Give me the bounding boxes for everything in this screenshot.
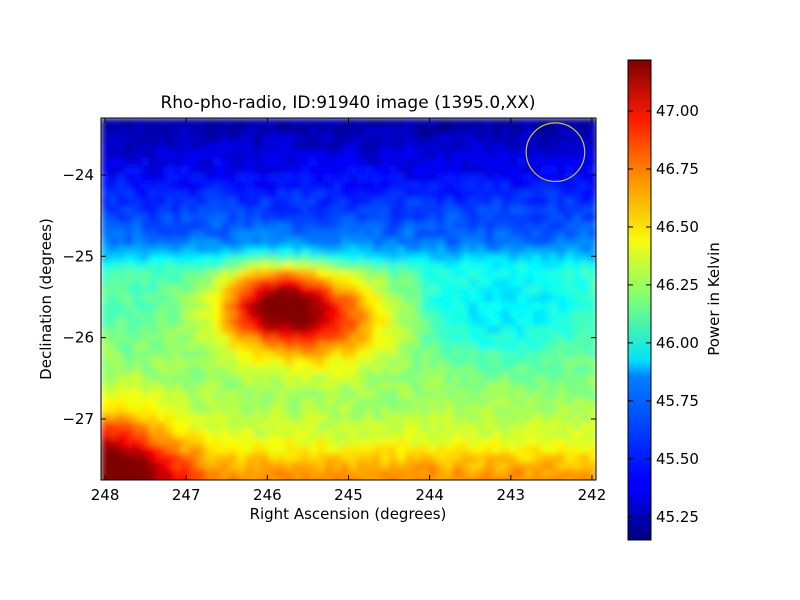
colorbar-label: Power in Kelvin (705, 242, 723, 356)
x-tick-label: 245 (334, 486, 363, 504)
heatmap-image (101, 118, 596, 480)
x-tick-label: 247 (172, 486, 201, 504)
y-axis: −24 −25 −26 −27 (62, 166, 596, 428)
y-tick-label: −27 (62, 410, 94, 428)
x-axis-label: Right Ascension (degrees) (250, 505, 447, 523)
y-tick-label: −26 (62, 329, 94, 347)
x-axis: 248 247 246 245 244 243 242 (91, 118, 607, 504)
y-tick-label: −25 (62, 247, 94, 265)
x-tick-label: 243 (496, 486, 525, 504)
colorbar-tick-label: 46.75 (656, 160, 699, 178)
colorbar-ticks: 45.25 45.50 45.75 46.00 46.25 46.50 46.75 47.00 (628, 102, 699, 526)
x-tick-label: 246 (253, 486, 282, 504)
annotation-circle (525, 122, 586, 183)
colorbar-tick-label: 47.00 (656, 102, 699, 120)
colorbar-tick-label: 45.75 (656, 392, 699, 410)
colorbar-tick-label: 46.25 (656, 276, 699, 294)
y-tick-label: −24 (62, 166, 94, 184)
colorbar-tick-label: 46.50 (656, 218, 699, 236)
colorbar-tick-label: 45.25 (656, 508, 699, 526)
chart-title: Rho-pho-radio, ID:91940 image (1395.0,XX… (160, 93, 535, 113)
x-tick-label: 242 (578, 486, 607, 504)
colorbar-tick-label: 45.50 (656, 450, 699, 468)
y-axis-label: Declination (degrees) (37, 218, 55, 380)
colorbar-tick-label: 46.00 (656, 334, 699, 352)
x-tick-label: 244 (415, 486, 444, 504)
x-tick-label: 248 (91, 486, 120, 504)
colorbar (627, 59, 652, 541)
